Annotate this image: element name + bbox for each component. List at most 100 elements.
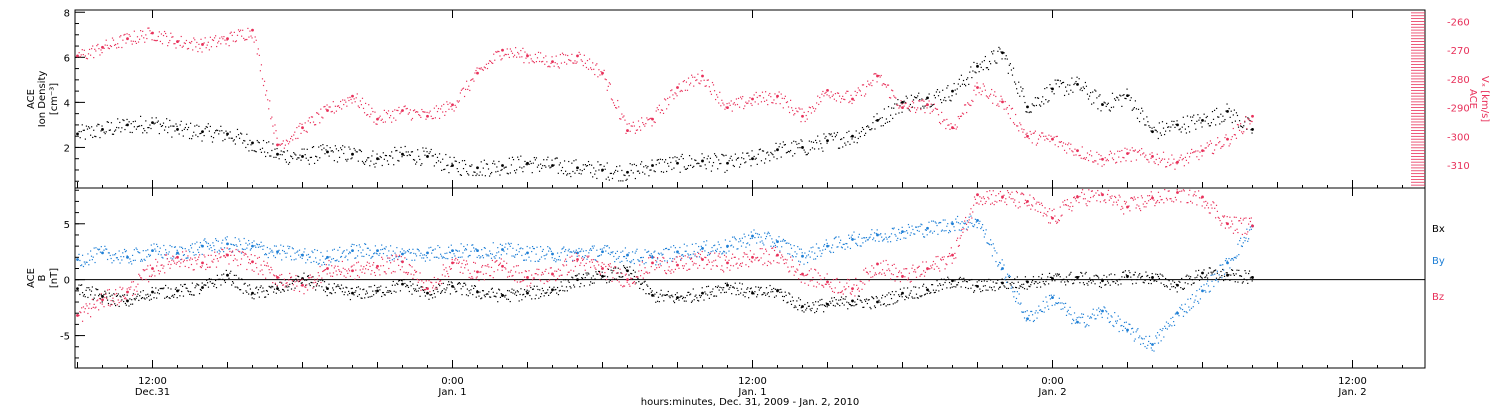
ion-density-sample bbox=[1161, 121, 1164, 123]
velocity-x-sample bbox=[805, 114, 807, 117]
bx-sample bbox=[1172, 280, 1174, 282]
velocity-x-sample bbox=[605, 79, 607, 81]
ion-density-sample bbox=[245, 146, 247, 149]
bx-sample bbox=[582, 273, 585, 276]
velocity-x-sample bbox=[546, 61, 548, 63]
ion-density-sample bbox=[132, 121, 134, 123]
velocity-x-sample bbox=[700, 80, 702, 82]
bx-sample bbox=[340, 284, 343, 286]
bx-sample bbox=[539, 289, 541, 291]
velocity-x-sample bbox=[593, 68, 595, 70]
velocity-x-sample bbox=[599, 74, 601, 76]
velocity-x-sample bbox=[550, 62, 552, 64]
by-sample bbox=[599, 248, 602, 250]
ion-density-sample bbox=[1047, 101, 1049, 103]
velocity-x-sample bbox=[966, 111, 968, 114]
ion-density-sample bbox=[1175, 123, 1177, 126]
bx-sample bbox=[578, 273, 580, 275]
velocity-x-sample bbox=[954, 124, 956, 126]
ion-density-sample bbox=[968, 83, 970, 86]
by-sample bbox=[238, 238, 240, 240]
bx-sample bbox=[1081, 275, 1084, 277]
velocity-x-sample bbox=[946, 118, 948, 121]
by-sample bbox=[1193, 301, 1195, 303]
velocity-x-sample bbox=[962, 113, 965, 115]
velocity-x-sample bbox=[146, 37, 148, 40]
ion-density-sample bbox=[474, 171, 476, 173]
ion-density-sample bbox=[737, 157, 740, 159]
velocity-x-sample bbox=[305, 130, 307, 132]
by-sample bbox=[763, 244, 765, 246]
velocity-x-sample bbox=[385, 111, 388, 114]
ion-density-sample bbox=[1119, 94, 1121, 96]
ion-density-sample bbox=[991, 51, 993, 53]
by-sample bbox=[596, 249, 598, 251]
velocity-tick-label: -280 bbox=[1447, 75, 1470, 86]
ion-density-sample bbox=[1132, 108, 1134, 110]
bx-sample bbox=[271, 285, 273, 288]
by-sample bbox=[1159, 328, 1161, 331]
velocity-x-sample bbox=[567, 54, 569, 57]
by-sample bbox=[573, 252, 576, 254]
velocity-x-sample bbox=[1113, 153, 1116, 155]
velocity-x-sample bbox=[444, 114, 446, 116]
ion-density-sample bbox=[1183, 123, 1185, 125]
ion-density-sample bbox=[388, 155, 391, 157]
velocity-x-sample bbox=[216, 45, 218, 48]
ion-density-sample bbox=[380, 156, 382, 159]
bx-sample bbox=[1194, 277, 1196, 279]
by-point bbox=[601, 250, 604, 254]
velocity-x-sample bbox=[975, 94, 977, 96]
ion-density-sample bbox=[1205, 116, 1207, 119]
ion-density-sample bbox=[876, 113, 878, 115]
by-sample bbox=[745, 246, 747, 248]
velocity-x-sample bbox=[1140, 154, 1142, 156]
by-sample bbox=[1014, 291, 1016, 293]
ion-density-sample bbox=[1248, 118, 1250, 120]
ion-density-sample bbox=[147, 126, 149, 129]
by-sample bbox=[310, 261, 312, 264]
bx-sample bbox=[248, 284, 251, 286]
bx-sample bbox=[1001, 278, 1003, 280]
by-sample bbox=[705, 244, 707, 246]
bx-sample bbox=[401, 280, 403, 282]
bx-sample bbox=[1012, 287, 1014, 289]
bx-sample bbox=[760, 286, 762, 289]
by-sample bbox=[670, 246, 672, 248]
by-sample bbox=[344, 256, 346, 259]
ion-density-sample bbox=[493, 160, 495, 162]
bx-sample bbox=[775, 295, 777, 297]
by-point bbox=[926, 226, 929, 230]
velocity-x-sample bbox=[1047, 138, 1049, 140]
by-sample bbox=[990, 244, 993, 246]
velocity-x-sample bbox=[474, 72, 476, 74]
by-sample bbox=[1112, 324, 1114, 327]
velocity-x-sample bbox=[488, 60, 491, 62]
bx-sample bbox=[1156, 280, 1158, 282]
bx-sample bbox=[1140, 276, 1143, 278]
ion-density-sample bbox=[1208, 125, 1210, 127]
velocity-x-sample bbox=[409, 109, 411, 111]
by-sample bbox=[332, 257, 335, 260]
velocity-x-sample bbox=[282, 140, 284, 142]
velocity-axis-ticks: -260-270-280-290-300-310 bbox=[1447, 17, 1470, 172]
bx-sample bbox=[1149, 279, 1152, 281]
velocity-x-sample bbox=[512, 56, 515, 58]
velocity-x-point bbox=[451, 103, 454, 107]
ion-density-sample bbox=[263, 151, 266, 153]
bx-sample bbox=[711, 291, 713, 293]
bx-sample bbox=[1084, 273, 1086, 275]
bx-sample bbox=[370, 286, 372, 288]
velocity-x-sample bbox=[795, 107, 797, 110]
bx-sample bbox=[1026, 288, 1028, 290]
ion-density-sample bbox=[963, 83, 966, 86]
by-sample bbox=[623, 255, 625, 258]
ion-density-sample bbox=[180, 120, 182, 122]
by-sample bbox=[958, 229, 960, 231]
velocity-x-sample bbox=[341, 108, 343, 110]
by-sample bbox=[431, 252, 433, 254]
velocity-x-sample bbox=[180, 35, 182, 38]
bx-sample bbox=[516, 290, 518, 292]
bx-sample bbox=[1156, 273, 1159, 276]
bx-sample bbox=[1011, 281, 1013, 284]
